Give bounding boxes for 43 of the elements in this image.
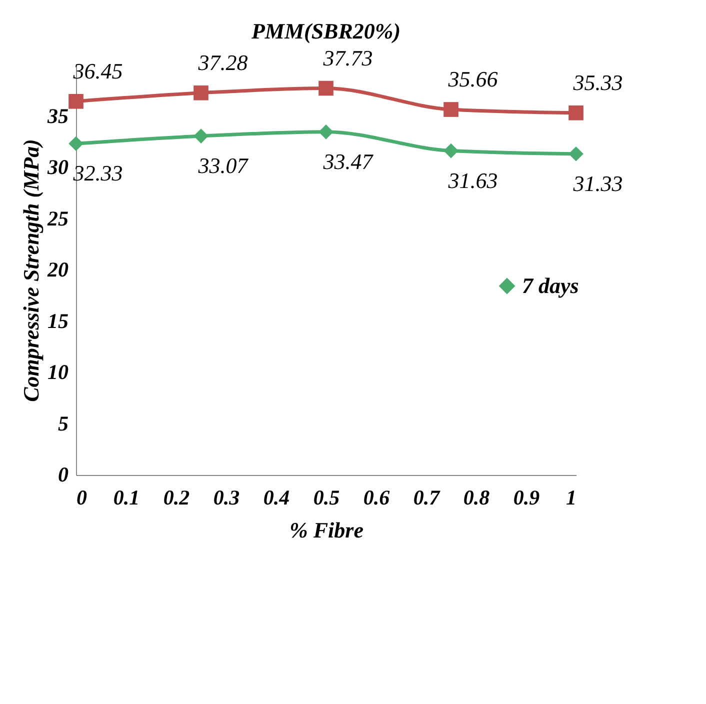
x-tick-label: 0.9 — [513, 486, 540, 510]
chart-title: PMM(SBR20%) — [250, 18, 401, 44]
data-label: 35.33 — [572, 70, 623, 95]
y-tick-label: 15 — [48, 308, 68, 333]
point — [318, 80, 334, 96]
point — [444, 143, 458, 158]
x-tick-label: 1 — [566, 486, 576, 510]
y-tick-label: 25 — [46, 206, 68, 230]
point — [194, 128, 208, 144]
data-label: 32.33 — [72, 160, 123, 186]
x-tick-label: 0.8 — [463, 486, 490, 510]
data-label: 31.33 — [572, 170, 623, 196]
x-tick-label: 0.1 — [113, 486, 140, 510]
x-tick-label: 0.7 — [413, 486, 442, 510]
data-label: 37.28 — [197, 50, 248, 75]
point — [318, 124, 334, 140]
data-label: 37.73 — [322, 45, 373, 70]
x-tick-label: 0.5 — [313, 486, 340, 510]
y-tick-label: 30 — [46, 155, 69, 179]
point — [568, 105, 584, 120]
data-label: 33.47 — [322, 148, 374, 174]
x-tick-label: 0.6 — [363, 486, 390, 510]
y-tick-label: 0 — [58, 462, 69, 486]
y-tick-label: 35 — [46, 104, 68, 128]
y-tick-label: 5 — [58, 411, 68, 436]
point — [568, 146, 584, 162]
data-label: 35.66 — [447, 66, 498, 92]
point — [68, 94, 84, 109]
data-label: 31.63 — [447, 168, 498, 193]
x-axis-title: % Fibre — [290, 518, 364, 542]
x-tick-label: 0.4 — [263, 486, 290, 510]
point — [444, 102, 458, 117]
y-tick-label: 10 — [48, 360, 69, 384]
data-label: 36.45 — [72, 58, 123, 84]
x-tick-label: 0.2 — [163, 486, 190, 510]
y-tick-label: 20 — [46, 258, 69, 282]
point — [194, 85, 208, 100]
x-tick-label: 0 — [76, 486, 88, 510]
data-label: 33.07 — [197, 153, 249, 178]
y-axis-title: Compressive Strength (MPa) — [18, 139, 44, 402]
point — [68, 136, 84, 152]
x-tick-label: 0.3 — [213, 486, 240, 510]
legend-label: 7 days — [522, 273, 579, 298]
